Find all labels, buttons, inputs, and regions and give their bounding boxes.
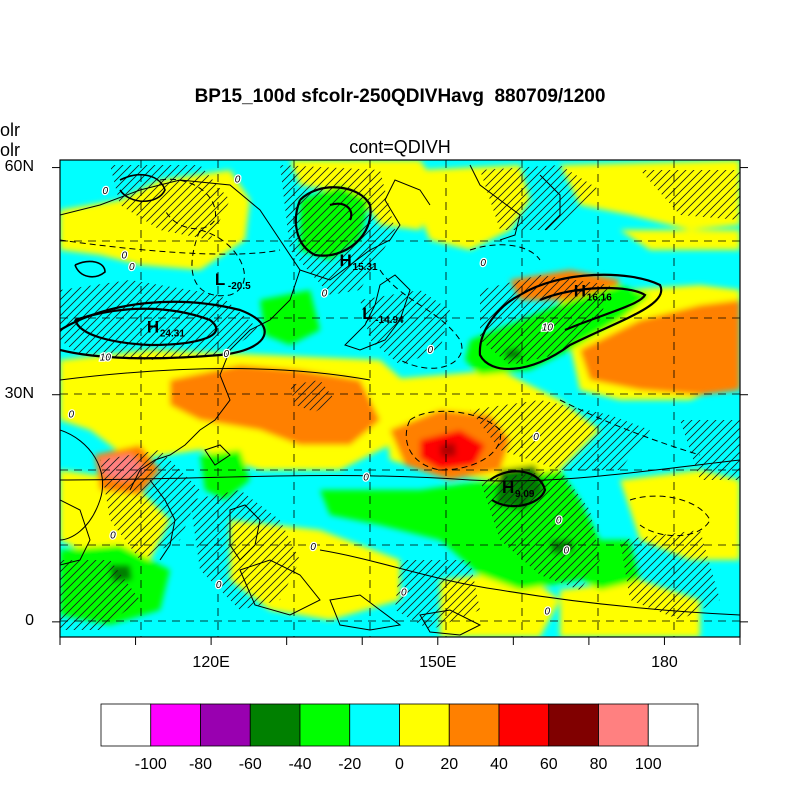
left-label-olr-top: olr: [0, 120, 21, 140]
colorbar-label: 0: [395, 756, 404, 773]
left-label-olr-bottom: olr: [0, 140, 21, 160]
colorbar-swatch: [598, 703, 649, 747]
center-value: -20.5: [228, 281, 251, 292]
pressure-center-low: L -14.94: [362, 304, 404, 326]
center-letter: L: [362, 304, 372, 323]
colorbar-label: -80: [188, 756, 213, 773]
center-letter: L: [215, 270, 225, 289]
center-letter: H: [340, 251, 352, 270]
colorbar-label: 20: [440, 756, 459, 773]
colorbar-label: -60: [238, 756, 262, 773]
map-grid: [60, 160, 740, 637]
colorbar-swatch: [399, 703, 450, 747]
contour-value-label: 0: [322, 288, 328, 299]
pressure-center-high: H 16.16: [574, 281, 612, 303]
colorbar-swatch: [200, 703, 251, 747]
colorbar-swatch: [548, 703, 599, 747]
contour-value-label: 0: [545, 606, 551, 617]
colorbar-swatch: [299, 703, 351, 747]
contour-value-label: 0: [216, 580, 222, 591]
lon-tick-label: 150E: [419, 654, 457, 671]
contour-value-label: 10: [542, 322, 554, 333]
contour-value-label: 0: [69, 409, 75, 420]
lat-tick-label: 0: [25, 611, 34, 629]
center-letter: H: [502, 478, 514, 497]
center-value: -14.94: [375, 315, 404, 326]
contour-value-label: 0: [103, 186, 109, 197]
colorbar-swatch: [647, 703, 699, 747]
colorbar-swatch: [249, 703, 301, 747]
colorbar-label: 80: [589, 756, 608, 773]
colorbar-label: -20: [338, 756, 362, 773]
contour-value-label: 10: [100, 353, 112, 364]
pressure-center-high: H 9.09: [502, 478, 535, 500]
colorbar-label: 60: [539, 756, 558, 773]
contour-value-label: 0: [533, 432, 539, 443]
contour-value-label: 0: [110, 531, 116, 542]
contour-value-label: 0: [129, 262, 135, 273]
colorbar-swatch: [100, 703, 152, 747]
contour-value-label: 0: [310, 542, 316, 553]
colorbar-swatch: [150, 703, 201, 747]
colorbar-label: 100: [634, 756, 662, 773]
contour-value-label: 0: [401, 587, 407, 598]
figure-subtitle: cont=QDIVH: [349, 137, 451, 157]
pressure-center-layer: L -20.5H 15.31L -14.94H 16.16H 24.31H 9.09: [147, 251, 612, 500]
contour-value-label: 0: [563, 546, 569, 557]
colorbar: [100, 703, 699, 747]
center-letter: H: [574, 281, 586, 300]
colorbar-label: -40: [288, 756, 312, 773]
pressure-center-high: H 15.31: [340, 251, 378, 273]
contour-value-label: 0: [363, 472, 369, 483]
contour-value-label: 0: [480, 258, 486, 269]
colorbar-swatch: [349, 703, 400, 747]
lon-tick-label: 120E: [192, 654, 230, 671]
contour-value-label: 0: [121, 250, 127, 261]
lat-tick-label: 60N: [4, 157, 34, 175]
colorbar-label: 40: [490, 756, 508, 773]
center-value: 24.31: [160, 329, 185, 340]
center-letter: H: [147, 318, 159, 337]
center-value: 9.09: [515, 489, 535, 500]
pressure-center-high: H 24.31: [147, 318, 185, 340]
hatched-regions: [60, 165, 740, 630]
lat-tick-label: 30N: [4, 384, 34, 402]
axis-ticks: [52, 167, 748, 645]
colorbar-swatch: [498, 703, 550, 747]
figure-title: BP15_100d sfcolr-250QDIVHavg 880709/1200: [194, 86, 606, 107]
lon-tick-label: 180: [651, 654, 678, 671]
pressure-center-low: L -20.5: [215, 270, 251, 292]
colorbar-label: -100: [134, 756, 167, 773]
plot-frame: [59, 159, 741, 638]
contour-value-label: 0: [556, 515, 562, 526]
colorbar-swatch: [448, 703, 500, 747]
contour-lines: [60, 174, 740, 616]
center-value: 16.16: [587, 292, 612, 303]
contour-value-label: 0: [223, 349, 229, 360]
center-value: 15.31: [353, 262, 378, 273]
contour-value-label: 0: [235, 175, 241, 186]
contour-value-label: 0: [427, 345, 433, 356]
